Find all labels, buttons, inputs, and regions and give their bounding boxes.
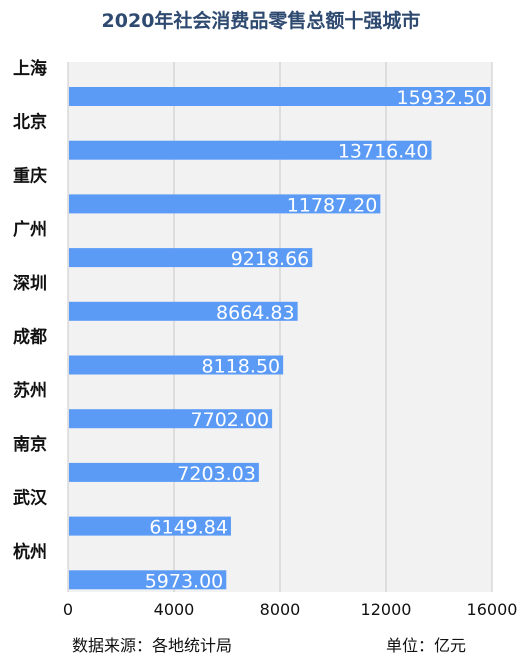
value-label-5: 8118.50	[202, 356, 281, 378]
value-label-3: 9218.66	[231, 248, 310, 270]
value-label-4: 8664.83	[216, 302, 295, 324]
data-source-note: 数据来源：各地统计局	[72, 636, 233, 655]
value-label-1: 13716.40	[338, 141, 429, 163]
category-label-7: 南京	[13, 434, 47, 455]
category-label-8: 武汉	[13, 488, 48, 509]
category-label-0: 上海	[13, 58, 47, 79]
chart-title: 2020年社会消费品零售总额十强城市	[101, 10, 421, 32]
x-tick-label-0: 0	[63, 600, 73, 619]
bar-6	[69, 409, 273, 429]
value-label-8: 6149.84	[149, 517, 228, 539]
x-tick-label-4000: 4000	[154, 600, 195, 619]
bar-4	[69, 301, 298, 321]
category-label-9: 杭州	[13, 541, 47, 562]
bar-3	[69, 248, 313, 268]
x-tick-label-8000: 8000	[260, 600, 301, 619]
category-label-6: 苏州	[13, 380, 47, 401]
bar-8	[69, 516, 231, 536]
bar-2	[69, 194, 381, 214]
x-tick-label-16000: 16000	[467, 600, 518, 619]
category-label-1: 北京	[13, 112, 47, 133]
bar-0	[69, 87, 491, 106]
bar-9	[69, 570, 227, 590]
category-label-5: 成都	[13, 327, 47, 348]
category-label-2: 重庆	[13, 165, 47, 186]
value-label-7: 7203.03	[177, 463, 256, 485]
value-label-9: 5973.00	[145, 570, 224, 592]
x-tick-label-12000: 12000	[361, 600, 412, 619]
bar-7	[69, 462, 259, 482]
value-label-0: 15932.50	[397, 87, 488, 109]
unit-note: 单位：亿元	[386, 636, 467, 655]
category-label-4: 深圳	[13, 273, 47, 294]
category-label-3: 广州	[13, 219, 47, 240]
bar-5	[69, 355, 284, 375]
value-label-2: 11787.20	[287, 194, 378, 216]
bar-1	[69, 140, 432, 160]
value-label-6: 7702.00	[191, 409, 270, 431]
